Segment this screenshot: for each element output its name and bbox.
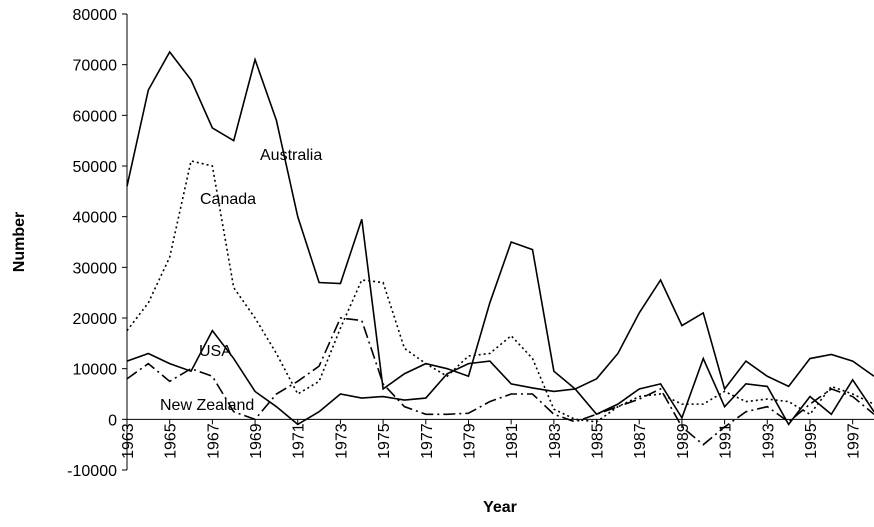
series-label: Canada — [200, 191, 256, 208]
series-label: New Zealand — [160, 397, 254, 414]
x-tick-label: 1967 — [205, 423, 222, 459]
x-tick-label: 1963 — [120, 423, 137, 459]
y-tick-label: 60000 — [73, 108, 118, 125]
x-tick-label: 1989 — [675, 423, 692, 459]
y-tick-label: 80000 — [73, 7, 118, 24]
x-tick-label: 1975 — [376, 423, 393, 459]
x-tick-label: 1979 — [461, 423, 478, 459]
x-tick-label: 1981 — [504, 423, 521, 459]
x-tick-label: 1995 — [803, 423, 820, 459]
x-tick-label: 1965 — [163, 423, 180, 459]
x-tick-label: 1971 — [291, 423, 308, 459]
y-tick-label: 50000 — [73, 159, 118, 176]
y-tick-label: 30000 — [73, 260, 118, 277]
series-label: Australia — [260, 147, 322, 164]
series-line — [126, 50, 874, 391]
x-tick-label: 1969 — [248, 423, 265, 459]
series-label: USA — [199, 343, 232, 360]
x-tick-label: 1977 — [419, 423, 436, 459]
series-line — [126, 317, 874, 446]
series-line — [126, 159, 874, 423]
x-tick-label: 1991 — [718, 423, 735, 459]
x-tick-label: 1987 — [632, 423, 649, 459]
x-tick-label: 1993 — [760, 423, 777, 459]
series-line — [126, 329, 874, 426]
x-tick-label: 1985 — [590, 423, 607, 459]
x-tick-label: 1973 — [333, 423, 350, 459]
y-tick-label: 20000 — [73, 311, 118, 328]
x-tick-label: 1997 — [846, 423, 863, 459]
y-tick-label: 0 — [108, 412, 117, 429]
y-tick-label: 70000 — [73, 58, 118, 75]
y-tick-label: -10000 — [67, 463, 117, 480]
y-tick-label: 40000 — [73, 210, 118, 227]
y-axis-title: Number — [11, 212, 28, 272]
x-axis-title: Year — [483, 499, 517, 516]
y-tick-label: 10000 — [73, 362, 118, 379]
x-tick-label: 1983 — [547, 423, 564, 459]
